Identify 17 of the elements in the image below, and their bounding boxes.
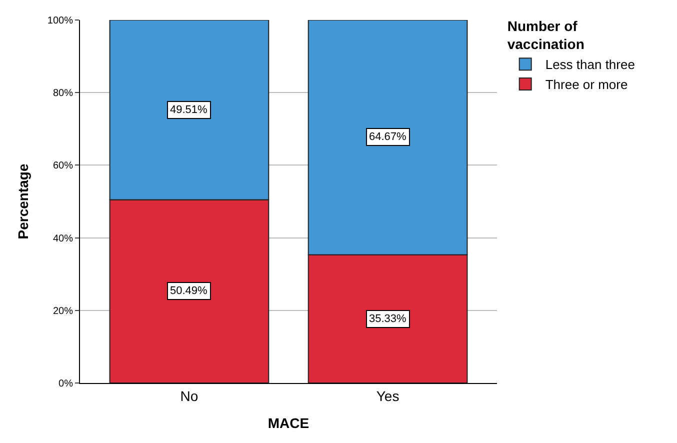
data-label: 49.51% (170, 104, 208, 116)
y-axis-title: Percentage (15, 164, 32, 240)
legend-label: Three or more (545, 77, 628, 92)
y-tick-label: 100% (47, 16, 74, 26)
x-axis-title: MACE (268, 415, 310, 432)
data-label: 35.33% (369, 313, 407, 325)
y-tick-label: 0% (58, 378, 74, 390)
legend-label: Less than three (545, 57, 635, 72)
y-tick-label: 20% (52, 306, 74, 317)
data-label: 64.67% (369, 131, 407, 143)
y-tick-label: 60% (52, 160, 74, 172)
y-tick-label: 40% (52, 233, 74, 244)
data-label: 50.49% (170, 285, 208, 297)
legend-title: Number of vaccination (507, 18, 584, 52)
y-tick-label: 80% (52, 88, 74, 100)
x-tick-label: Yes (376, 388, 400, 404)
x-tick-label: No (180, 388, 198, 404)
